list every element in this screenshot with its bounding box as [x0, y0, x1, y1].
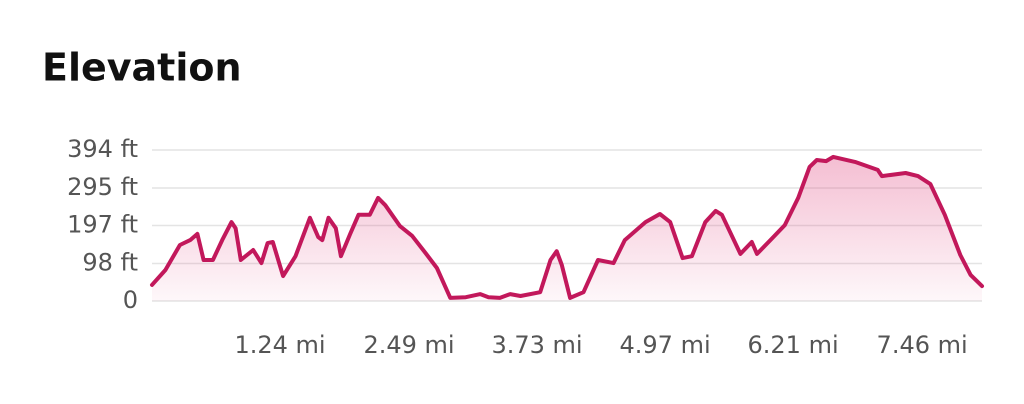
- x-tick-label: 2.49 mi: [363, 331, 454, 359]
- y-tick-label: 197 ft: [67, 211, 138, 239]
- elevation-line: [150, 154, 984, 300]
- x-tick-label: 7.46 mi: [877, 331, 968, 359]
- chart-title: Elevation: [42, 46, 242, 90]
- area-fill: [152, 156, 982, 301]
- x-tick-label: 3.73 mi: [491, 331, 582, 359]
- y-tick-label: 0: [123, 286, 138, 314]
- y-tick-label: 394 ft: [67, 135, 138, 163]
- x-tick-label: 4.97 mi: [620, 331, 711, 359]
- y-tick-label: 295 ft: [67, 173, 138, 201]
- y-tick-label: 98 ft: [82, 248, 138, 276]
- x-tick-label: 1.24 mi: [234, 331, 325, 359]
- x-tick-label: 6.21 mi: [748, 331, 839, 359]
